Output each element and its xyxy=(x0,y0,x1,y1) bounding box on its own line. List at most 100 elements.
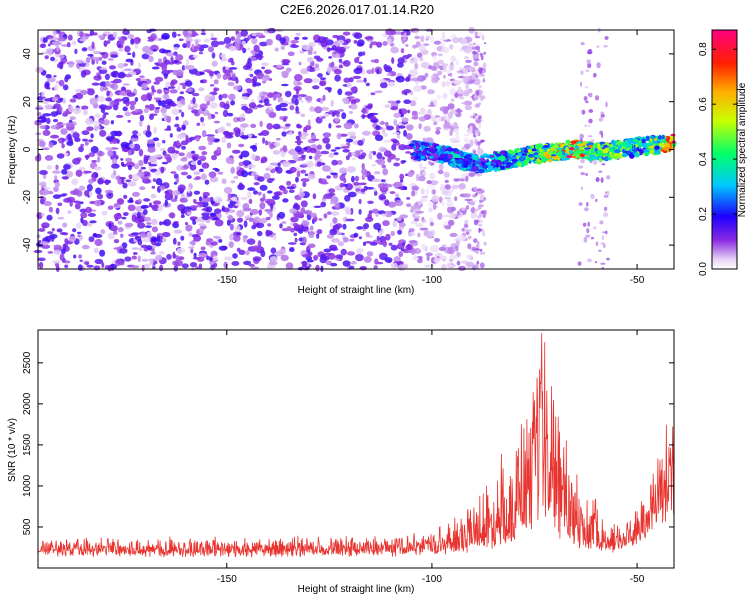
heatmap-cell xyxy=(475,249,479,254)
heatmap-cell xyxy=(63,260,71,264)
heatmap-cell xyxy=(113,230,118,235)
heatmap-cell xyxy=(279,100,289,104)
heatmap-cell xyxy=(156,142,161,148)
heatmap-cell xyxy=(441,63,449,67)
heatmap-cell xyxy=(467,243,472,250)
heatmap-cell xyxy=(444,196,452,200)
heatmap-cell xyxy=(475,36,480,39)
heatmap-cell xyxy=(189,240,196,246)
heatmap-cell xyxy=(195,136,200,142)
heatmap-cell xyxy=(450,55,457,63)
heatmap-cell xyxy=(345,155,350,161)
heatmap-cell xyxy=(107,265,112,272)
heatmap-cell xyxy=(511,159,519,162)
heatmap-cell xyxy=(93,265,101,271)
heatmap-cell xyxy=(300,100,304,103)
heatmap-cell xyxy=(256,104,265,108)
heatmap-cell xyxy=(349,238,355,242)
heatmap-cell xyxy=(328,62,335,68)
heatmap-cell xyxy=(383,133,388,137)
y-tick-label: 20 xyxy=(22,96,33,108)
heatmap-cell xyxy=(473,238,478,244)
heatmap-cell xyxy=(585,173,588,176)
heatmap-cell xyxy=(197,159,202,166)
heatmap-cell xyxy=(505,161,512,167)
heatmap-cell xyxy=(375,213,379,217)
heatmap-cell xyxy=(141,264,145,272)
heatmap-cell xyxy=(443,108,449,115)
heatmap-cell xyxy=(39,170,48,175)
heatmap-cell xyxy=(335,125,342,128)
heatmap-cell xyxy=(266,177,274,184)
heatmap-cell xyxy=(587,135,593,138)
heatmap-cell xyxy=(59,253,65,261)
heatmap-cell xyxy=(137,222,146,229)
heatmap-cell xyxy=(268,106,274,111)
heatmap-cell xyxy=(272,195,280,200)
heatmap-cell xyxy=(382,220,390,227)
heatmap-cell xyxy=(188,246,195,249)
heatmap-cell xyxy=(455,159,462,165)
heatmap-cell xyxy=(82,108,88,116)
heatmap-cell xyxy=(178,152,185,157)
heatmap-cell xyxy=(97,156,101,163)
heatmap-cell xyxy=(387,81,396,87)
heatmap-cell xyxy=(177,256,185,261)
heatmap-cell xyxy=(175,178,180,184)
heatmap-cell xyxy=(45,74,52,79)
heatmap-cell xyxy=(477,48,481,53)
heatmap-cell xyxy=(115,114,124,118)
heatmap-cell xyxy=(406,124,414,131)
heatmap-cell xyxy=(372,151,376,156)
heatmap-cell xyxy=(606,175,611,180)
heatmap-cell xyxy=(316,161,322,167)
heatmap-cell xyxy=(303,209,313,215)
colorbar-tick-label: 0.0 xyxy=(698,262,709,276)
heatmap-cell xyxy=(361,163,365,170)
heatmap-cell xyxy=(381,213,387,217)
heatmap-cell xyxy=(233,205,237,209)
heatmap-cell xyxy=(481,74,485,77)
heatmap-cell xyxy=(411,185,419,191)
heatmap-cell xyxy=(396,217,402,221)
heatmap-cell xyxy=(593,151,597,155)
heatmap-cell xyxy=(97,177,104,185)
heatmap-cell xyxy=(288,189,295,193)
heatmap-cell xyxy=(479,248,483,252)
heatmap-cell xyxy=(289,166,297,173)
heatmap-cell xyxy=(435,129,441,135)
heatmap-cell xyxy=(72,228,77,233)
heatmap-cell xyxy=(144,225,152,229)
heatmap-cell xyxy=(211,154,217,161)
heatmap-cell xyxy=(412,255,419,260)
heatmap-cell xyxy=(117,72,126,79)
heatmap-cell xyxy=(259,217,267,224)
heatmap-cell xyxy=(99,52,106,55)
heatmap-cell xyxy=(173,229,183,234)
heatmap-cell xyxy=(148,165,153,169)
heatmap-cell xyxy=(53,244,61,248)
heatmap-cell xyxy=(587,51,592,55)
heatmap-cell xyxy=(418,162,423,170)
heatmap-cell xyxy=(399,173,405,180)
heatmap-cell xyxy=(122,212,129,216)
heatmap-cell xyxy=(412,44,418,49)
heatmap-cell xyxy=(86,126,94,131)
heatmap-cell xyxy=(302,36,308,40)
heatmap-cell xyxy=(58,79,65,87)
heatmap-cell xyxy=(123,194,128,199)
heatmap-cell xyxy=(579,146,585,150)
heatmap-cell xyxy=(103,105,113,110)
heatmap-cell xyxy=(195,39,199,48)
heatmap-cell xyxy=(471,154,477,159)
heatmap-cell xyxy=(154,76,164,82)
heatmap-cell xyxy=(47,231,54,235)
heatmap-cell xyxy=(77,231,82,235)
heatmap-cell xyxy=(227,203,234,209)
heatmap-cell xyxy=(248,264,255,267)
heatmap-cell xyxy=(472,50,477,55)
heatmap-cell xyxy=(93,233,97,236)
heatmap-cell xyxy=(221,178,227,184)
heatmap-cell xyxy=(313,55,321,60)
heatmap-cell xyxy=(352,157,356,161)
